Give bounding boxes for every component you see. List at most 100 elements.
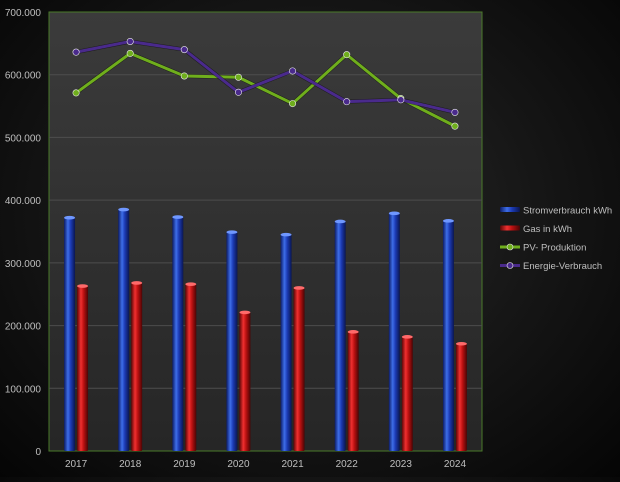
x-tick-label: 2018	[119, 459, 142, 470]
bar-cap	[442, 219, 454, 223]
bar-cap	[64, 215, 76, 220]
bar-body	[401, 336, 413, 451]
data-point	[234, 73, 242, 81]
data-point	[126, 49, 134, 57]
y-tick-label: 100.000	[5, 384, 42, 395]
y-tick-label: 600.000	[5, 71, 42, 82]
plot-area	[48, 11, 483, 452]
bar	[131, 281, 143, 451]
bar-body	[77, 286, 89, 451]
legend-item: PV- Produktion	[500, 243, 586, 254]
bar	[64, 215, 76, 451]
data-point	[234, 88, 242, 96]
data-point	[180, 46, 188, 54]
data-point	[72, 48, 80, 56]
bar-cap	[455, 341, 467, 346]
data-point	[397, 96, 405, 104]
bar-cap	[401, 335, 413, 339]
y-tick-label: 0	[35, 447, 41, 458]
bar	[118, 207, 130, 451]
legend-swatch	[500, 225, 520, 231]
x-tick-label: 2024	[444, 459, 467, 470]
bar-body	[334, 221, 346, 451]
bar-body	[388, 213, 400, 451]
data-point	[343, 51, 351, 59]
series-line	[75, 39, 456, 114]
bar	[185, 282, 197, 451]
bar-cap	[280, 232, 292, 237]
bar	[172, 215, 184, 451]
x-tick-label: 2023	[390, 459, 413, 470]
bar-body	[280, 234, 292, 451]
legend-item: Energie-Verbrauch	[500, 261, 602, 272]
bar-cap	[77, 284, 89, 288]
bar	[347, 330, 359, 451]
y-tick-label: 500.000	[5, 133, 42, 144]
bar-body	[185, 284, 197, 451]
y-tick-label: 200.000	[5, 322, 42, 333]
bar-body	[64, 217, 76, 451]
bar	[226, 230, 238, 451]
bar-cap	[388, 211, 400, 216]
legend-label: Stromverbrauch kWh	[523, 206, 612, 217]
y-axis: 0 100.000 200.000 300.000 400.000 500.000 600.…	[5, 8, 42, 458]
bar-body	[293, 287, 305, 451]
legend: Stromverbrauch kWh Gas in kWh PV- Produkti…	[500, 206, 612, 272]
data-point	[126, 37, 134, 45]
bar-cap	[347, 330, 359, 334]
x-axis: 2017 2018 2019 2020 2021 2022 2023 2024	[65, 459, 467, 470]
series-line	[75, 51, 456, 128]
bar-cap	[239, 310, 251, 315]
legend-swatch	[500, 207, 520, 212]
data-point	[72, 89, 80, 97]
data-point	[343, 98, 351, 106]
bar	[455, 341, 467, 451]
bar-cap	[293, 286, 305, 290]
data-point	[180, 72, 188, 80]
bar	[401, 335, 413, 451]
legend-item: Gas in kWh	[500, 224, 572, 235]
bar-cap	[226, 230, 238, 234]
legend-item: Stromverbrauch kWh	[500, 206, 612, 217]
data-point	[289, 67, 297, 75]
x-tick-label: 2022	[336, 459, 359, 470]
bar	[280, 232, 292, 451]
x-tick-label: 2017	[65, 459, 88, 470]
legend-marker	[506, 262, 514, 269]
legend-label: PV- Produktion	[523, 243, 586, 254]
bar	[388, 211, 400, 451]
bar-body	[239, 312, 251, 451]
bar-body	[455, 343, 467, 451]
legend-label: Gas in kWh	[523, 224, 572, 235]
bar	[293, 286, 305, 451]
bar-cap	[172, 215, 184, 219]
legend-marker	[506, 243, 514, 251]
data-point	[451, 108, 459, 116]
bar-cap	[131, 281, 143, 285]
legend-label: Energie-Verbrauch	[523, 261, 602, 272]
bar-body	[131, 282, 143, 451]
x-tick-label: 2020	[227, 459, 250, 470]
bar-body	[347, 331, 359, 451]
y-tick-label: 700.000	[5, 8, 42, 19]
bar	[77, 284, 89, 451]
y-tick-label: 400.000	[5, 196, 42, 207]
bar-cap	[334, 219, 346, 224]
bars	[64, 207, 467, 451]
bar	[239, 310, 251, 451]
x-tick-label: 2019	[173, 459, 196, 470]
bar-body	[172, 217, 184, 451]
data-point	[289, 100, 297, 108]
data-point	[451, 122, 459, 130]
bar	[442, 219, 454, 451]
bar	[334, 219, 346, 451]
lines	[72, 37, 459, 130]
bar-body	[442, 220, 454, 451]
bar-body	[118, 209, 130, 451]
bar-cap	[118, 207, 130, 212]
bar-cap	[185, 282, 197, 286]
x-tick-label: 2021	[281, 459, 304, 470]
bar-body	[226, 232, 238, 451]
